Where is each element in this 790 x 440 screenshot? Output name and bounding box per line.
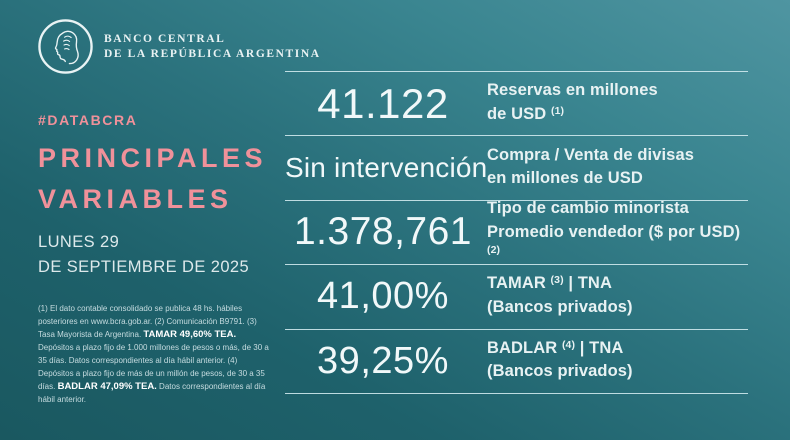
report-date-line1: LUNES 29 xyxy=(38,233,120,251)
label-text: en millones de USD xyxy=(487,169,643,188)
indicator-value: 1.378,761 xyxy=(293,210,472,254)
label-text: | TNA xyxy=(563,274,612,293)
footnote-badlar-rate: BADLAR 47,09% TEA. xyxy=(57,381,157,392)
footnote-text: Depósitos a plazo fijo de 1.000 millones… xyxy=(38,343,269,391)
hashtag-databcra: #DATABCRA xyxy=(38,112,138,128)
brand-name-line2: DE LA REPÚBLICA ARGENTINA xyxy=(104,47,321,60)
label-line: (Bancos privados) xyxy=(487,361,633,385)
indicator-value: 39,25% xyxy=(317,339,449,382)
label-superscript: (4) xyxy=(561,338,576,351)
label-text: Promedio vendedor ($ por USD) xyxy=(487,222,741,241)
label-line: en millones de USD xyxy=(487,168,694,192)
page-title-line1: PRINCIPALES xyxy=(38,143,268,173)
indicator-value: 41.122 xyxy=(317,79,449,127)
label-text: (Bancos privados) xyxy=(487,362,633,381)
footnote-text: Datos correspondientes al día hábil ante… xyxy=(38,382,266,404)
label-text: Tipo de cambio minorista xyxy=(487,199,689,218)
brand-name: BANCO CENTRAL DE LA REPÚBLICA ARGENTINA xyxy=(104,32,321,62)
label-superscript: (3) xyxy=(550,274,564,287)
report-date-line2: DE SEPTIEMBRE DE 2025 xyxy=(38,258,250,276)
label-line: de USD (1) xyxy=(487,104,658,128)
label-line: Tipo de cambio minorista xyxy=(487,198,748,222)
footnote: (1) El dato contable consolidado se publ… xyxy=(38,302,269,406)
indicator-label: Reservas en millones de USD (1) xyxy=(487,80,658,127)
indicator-label: Tipo de cambio minorista Promedio vended… xyxy=(487,198,748,267)
report-date: LUNES 29 DE SEPTIEMBRE DE 2025 xyxy=(38,230,249,280)
footnote-text: (1) El dato contable consolidado se publ… xyxy=(38,304,257,339)
brand-name-line1: BANCO CENTRAL xyxy=(104,32,226,45)
indicator-label: TAMAR (3) | TNA (Bancos privados) xyxy=(487,273,633,320)
indicator-label: Compra / Venta de divisas en millones de… xyxy=(487,145,694,192)
table-row-divisas: Sin intervención Compra / Venta de divis… xyxy=(285,135,748,199)
label-text: de USD xyxy=(487,104,551,123)
label-line: Compra / Venta de divisas xyxy=(487,145,694,169)
label-superscript: (2) xyxy=(487,244,501,257)
label-line: (Bancos privados) xyxy=(487,297,633,321)
variables-table: 41.122 Reservas en millones de USD (1) S… xyxy=(285,71,748,394)
label-line: Promedio vendedor ($ por USD) (2) xyxy=(487,222,748,267)
bcra-coin-liberty-profile-icon xyxy=(38,19,93,74)
table-row-reservas: 41.122 Reservas en millones de USD (1) xyxy=(285,71,748,135)
label-text: BADLAR xyxy=(487,338,562,357)
table-row-tamar: 41,00% TAMAR (3) | TNA (Bancos privados) xyxy=(285,264,748,328)
table-row-badlar: 39,25% BADLAR (4) | TNA (Bancos privados… xyxy=(285,328,748,393)
page-title-line2: VARIABLES xyxy=(38,184,233,214)
brand-header: BANCO CENTRAL DE LA REPÚBLICA ARGENTINA xyxy=(36,17,321,76)
footnote-tamar-rate: TAMAR 49,60% TEA. xyxy=(143,329,237,340)
table-row-tipo-cambio: 1.378,761 Tipo de cambio minorista Prome… xyxy=(285,198,748,267)
indicator-value: Sin intervención xyxy=(285,152,488,184)
label-text: TAMAR xyxy=(487,274,551,293)
label-line: BADLAR (4) | TNA xyxy=(487,338,633,362)
label-text: (Bancos privados) xyxy=(487,297,633,316)
page-title: PRINCIPALES VARIABLES xyxy=(38,138,267,220)
label-text: | TNA xyxy=(575,338,624,357)
label-line: TAMAR (3) | TNA xyxy=(487,273,633,297)
indicator-label: BADLAR (4) | TNA (Bancos privados) xyxy=(487,338,633,385)
label-text: Compra / Venta de divisas xyxy=(487,145,694,164)
indicator-value: 41,00% xyxy=(317,275,449,318)
label-text: Reservas en millones xyxy=(487,81,658,100)
label-line: Reservas en millones xyxy=(487,80,658,104)
label-superscript: (1) xyxy=(550,104,565,117)
